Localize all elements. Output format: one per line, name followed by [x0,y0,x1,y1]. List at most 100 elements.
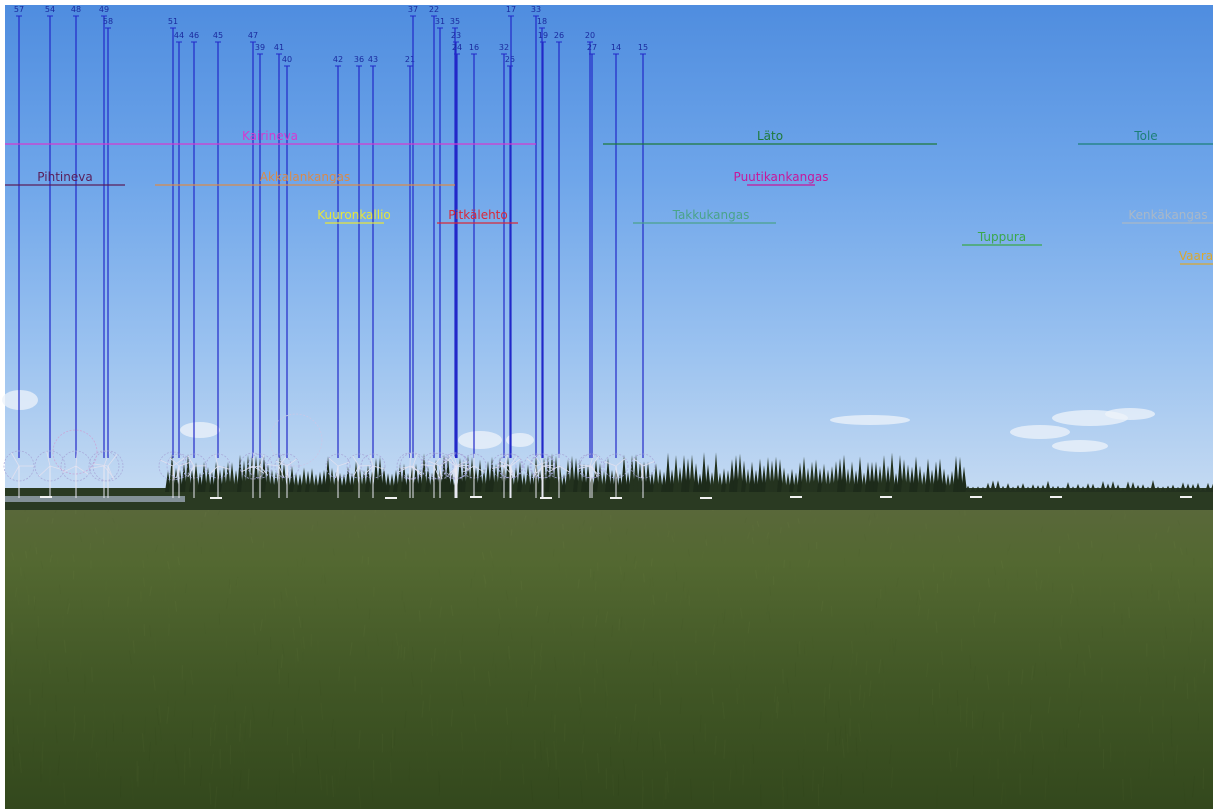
project-area: Vaara [1179,249,1213,265]
project-area: Takkukangas [633,208,776,224]
lake-strip [5,496,185,502]
turbine-number: 17 [506,5,516,14]
rotor-circle [399,452,427,480]
rotor-circle-large [52,429,98,475]
turbine-marker: 46 [181,31,207,498]
turbine-marker: 23 [442,31,470,498]
cloud [1010,425,1070,439]
turbine-marker: 58 [92,17,124,498]
project-area: Kenkäkangas [1122,208,1213,224]
turbine-number: 57 [14,5,24,14]
turbine-marker: 40 [274,55,300,498]
turbine-marker: 16 [461,43,487,498]
ground-marker [880,496,892,498]
turbine-number: 36 [354,55,364,64]
project-area: Läto [603,129,937,145]
turbine-number: 27 [587,43,597,52]
turbine-marker: 54 [34,5,66,498]
grass-field [5,500,1213,809]
project-area: Puutikankangas [734,170,829,186]
turbine-number: 14 [611,43,621,52]
area-name: Kenkäkangas [1128,208,1207,222]
cloud [2,390,38,410]
cloud [458,431,502,449]
turbine-number: 18 [537,17,547,26]
turbine-number: 39 [255,43,265,52]
turbine-number: 32 [499,43,509,52]
turbine-marker: 39 [247,43,273,498]
ground-marker [540,497,552,499]
ground-marker [790,496,802,498]
cloud [1052,440,1108,452]
turbine-number: 44 [174,31,184,40]
ground-marker [1050,496,1062,498]
ground-marker [40,496,52,498]
area-name: Takkukangas [672,208,750,222]
cloud [506,433,534,447]
project-area: Kuuronkallio [317,208,391,224]
turbine-marker: 27 [579,43,605,498]
turbine-markers: 57 54 48 49 58 51 44 46 45 47 39 41 40 42 36 43 21 37 22 31… [3,5,656,498]
turbine-number: 47 [248,31,258,40]
turbine-marker: 32 [491,43,517,498]
turbine-marker: 24 [444,43,470,498]
turbine-number: 21 [405,55,415,64]
area-name: Puutikankangas [734,170,829,184]
turbine-number: 49 [99,5,109,14]
project-area: Pihtineva [5,170,125,186]
project-area: Tole [1078,129,1213,145]
turbine-marker: 35 [441,17,469,498]
ground-marker [700,497,712,499]
rotor-circle [239,452,267,480]
turbine-marker: 26 [546,31,572,498]
turbine-number: 15 [638,43,648,52]
turbine-marker: 15 [630,43,656,498]
rotor-circle [420,452,448,480]
ground-marker [970,496,982,498]
turbine-number: 45 [213,31,223,40]
turbine-number: 24 [452,43,462,52]
sky [5,5,1213,505]
project-area-labels: Kairineva Läto Tole Pihtineva Akkalankangas P… [5,129,1213,265]
ground-marker [385,497,397,499]
rotor-circle-large [269,413,323,467]
project-area: Pitkälehto [437,208,518,224]
turbine-number: 42 [333,55,343,64]
turbine-marker: 31 [426,17,454,498]
turbine-number: 19 [538,31,548,40]
turbine-number: 31 [435,17,445,26]
turbine-number: 35 [450,17,460,26]
turbine-number: 41 [274,43,284,52]
turbine-marker: 33 [523,5,549,498]
turbine-number: 40 [282,55,292,64]
turbine-marker: 14 [603,43,629,498]
area-name: Akkalankangas [260,170,350,184]
area-name: Kuuronkallio [317,208,391,222]
turbine-number: 22 [429,5,439,14]
turbine-marker: 37 [399,5,427,498]
turbine-number: 51 [168,17,178,26]
area-name: Pitkälehto [448,208,507,222]
cloud [180,422,220,438]
turbine-marker: 21 [396,55,424,498]
turbine-number: 20 [585,31,595,40]
turbine-number: 25 [505,55,515,64]
cloud [830,415,910,425]
turbine-marker: 36 [346,55,372,498]
ground-marker [1180,496,1192,498]
rotor-circle [60,450,92,482]
turbine-number: 37 [408,5,418,14]
turbine-number: 26 [554,31,564,40]
turbine-number: 54 [45,5,55,14]
ground-marker [610,497,622,499]
project-area: Akkalankangas [155,170,455,186]
turbine-marker: 47 [239,31,267,498]
ground-marker [210,497,222,499]
turbine-marker: 42 [325,55,351,498]
area-name: Tuppura [977,230,1026,244]
area-name: Tole [1133,129,1157,143]
rotor-circle [426,452,454,480]
turbine-marker: 19 [530,31,556,498]
turbine-number: 33 [531,5,541,14]
